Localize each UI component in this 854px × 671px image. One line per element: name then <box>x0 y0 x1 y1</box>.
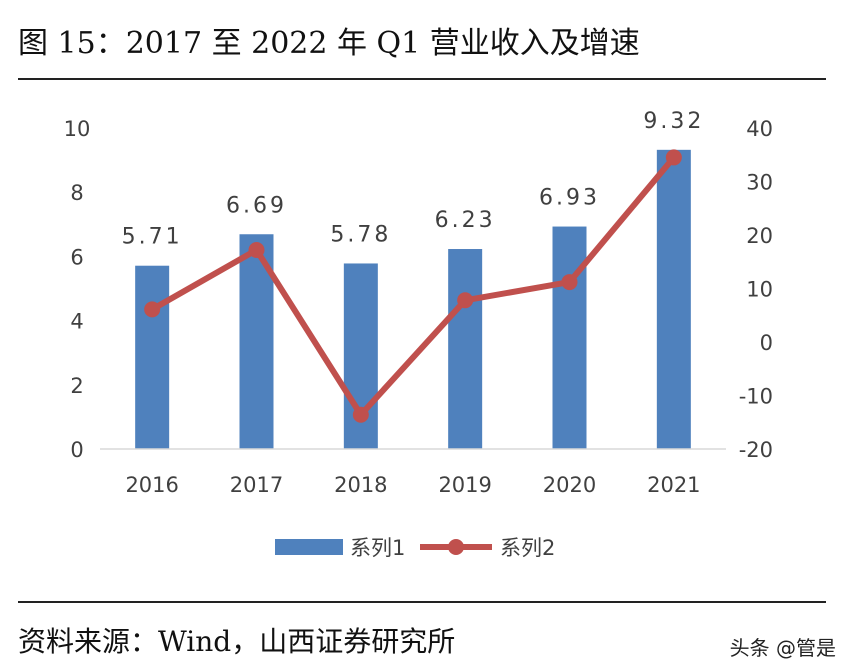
data-label-2021: 9.32 <box>643 109 704 134</box>
x-tick-label: 2019 <box>438 473 491 497</box>
left-tick-label: 6 <box>70 245 83 269</box>
left-tick-label: 4 <box>70 310 83 334</box>
series2-line <box>150 155 677 418</box>
source-divider <box>18 601 826 603</box>
series2-point-2021 <box>665 149 682 166</box>
source-note: 资料来源：Wind，山西证券研究所 <box>18 625 456 658</box>
left-tick-label: 8 <box>70 181 83 205</box>
data-label-2016: 5.71 <box>122 225 183 250</box>
bar-series <box>135 149 691 449</box>
x-tick-label: 2018 <box>334 473 387 497</box>
legend: 系列1 系列2 <box>275 536 555 560</box>
right-tick-label: 10 <box>746 278 773 302</box>
data-label-2020: 6.93 <box>539 186 600 211</box>
x-tick-label: 2016 <box>125 473 178 497</box>
watermark: 头条 @管是 <box>729 636 836 660</box>
data-label-2018: 5.78 <box>330 222 391 247</box>
bar-2019 <box>448 249 483 449</box>
bar-2016 <box>135 265 170 449</box>
legend-label-series2: 系列2 <box>500 536 555 560</box>
left-tick-label: 2 <box>70 374 83 398</box>
series2-point-2017 <box>248 241 265 258</box>
right-tick-label: 40 <box>746 117 773 141</box>
chart: 5.71 6.69 5.78 6.23 6.93 9.32 0 2 4 6 8 10 -20 -10 0… <box>64 109 773 560</box>
right-tick-label: 20 <box>746 224 773 248</box>
title-divider <box>18 78 826 80</box>
series2-point-2020 <box>561 274 578 291</box>
right-tick-label: 30 <box>746 171 773 195</box>
bar-2020 <box>552 226 587 449</box>
x-axis: 2016 2017 2018 2019 2020 2021 <box>125 473 700 497</box>
left-tick-label: 10 <box>64 117 91 141</box>
x-tick-label: 2020 <box>543 473 596 497</box>
right-tick-label: -10 <box>739 385 773 409</box>
legend-marker-series2 <box>448 539 464 555</box>
series2-point-2016 <box>144 301 161 318</box>
data-label-2019: 6.23 <box>435 208 496 233</box>
series2-point-2019 <box>457 292 474 309</box>
right-y-axis: -20 -10 0 10 20 30 40 <box>739 117 773 462</box>
data-labels: 5.71 6.69 5.78 6.23 6.93 9.32 <box>122 109 704 250</box>
series2-point-2018 <box>352 406 369 423</box>
bar-2021 <box>656 149 691 449</box>
figure-title: 图 15：2017 至 2022 年 Q1 营业收入及增速 <box>18 26 640 61</box>
legend-swatch-series1 <box>275 539 343 555</box>
right-tick-label: 0 <box>760 331 773 355</box>
line-series <box>144 149 682 423</box>
left-y-axis: 0 2 4 6 8 10 <box>64 117 91 462</box>
left-tick-label: 0 <box>70 438 83 462</box>
x-tick-label: 2017 <box>230 473 283 497</box>
x-tick-label: 2021 <box>647 473 700 497</box>
legend-label-series1: 系列1 <box>350 536 405 560</box>
data-label-2017: 6.69 <box>226 193 287 218</box>
right-tick-label: -20 <box>739 438 773 462</box>
